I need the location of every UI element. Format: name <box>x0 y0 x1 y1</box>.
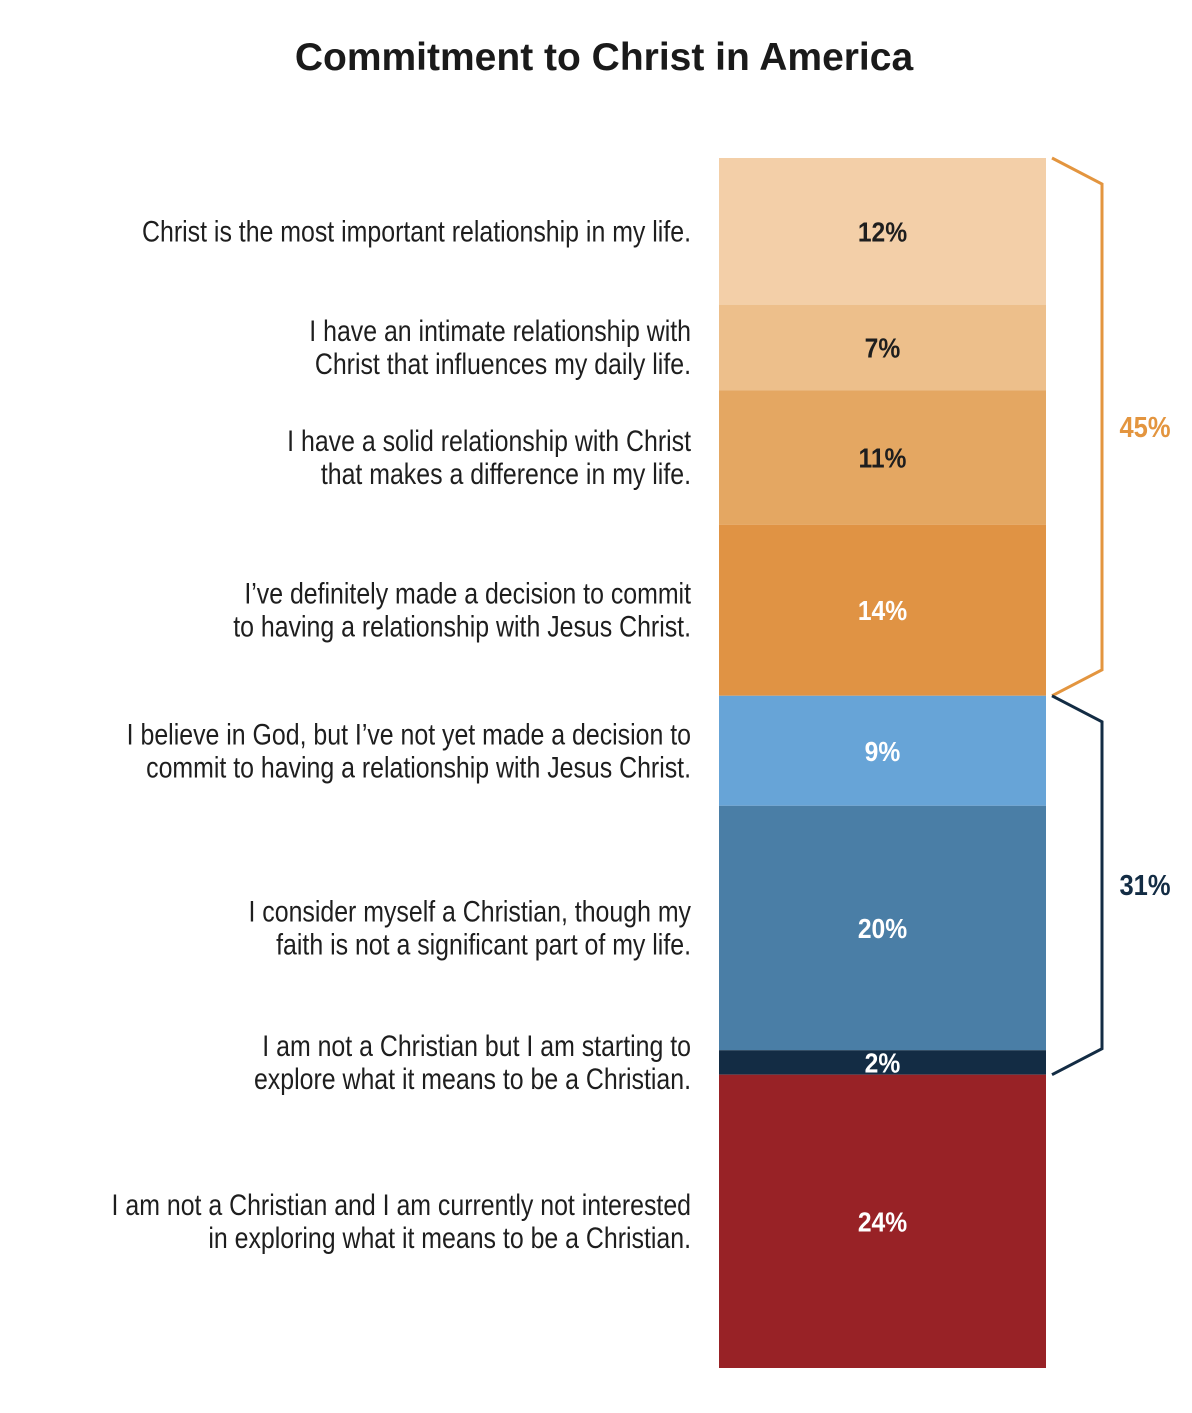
bracket-0 <box>1051 156 1104 698</box>
bar-segment-2 <box>719 390 1046 525</box>
category-label-line: I am not a Christian and I am currently … <box>112 1188 691 1222</box>
category-label-line: I have a solid relationship with Christ <box>287 424 691 458</box>
category-label-line: I believe in God, but I’ve not yet made … <box>127 717 691 751</box>
category-label-line: faith is not a significant part of my li… <box>276 927 691 961</box>
category-label-5: I consider myself a Christian, though my… <box>248 894 691 961</box>
category-label-line: in exploring what it means to be a Chris… <box>208 1221 691 1255</box>
category-label-0: Christ is the most important relationshi… <box>142 214 691 248</box>
category-label-line: commit to having a relationship with Jes… <box>146 750 691 784</box>
bar-segment-0 <box>719 158 1046 305</box>
chart-title: Commitment to Christ in America <box>294 36 914 79</box>
category-label-line: I’ve definitely made a decision to commi… <box>244 577 691 611</box>
category-label-line: I consider myself a Christian, though my <box>248 894 691 928</box>
category-label-6: I am not a Christian but I am starting t… <box>254 1029 691 1096</box>
category-label-line: that makes a difference in my life. <box>321 457 691 491</box>
data-label-3: 14% <box>858 595 907 627</box>
bar-segment-1 <box>719 304 1046 391</box>
data-label-6: 2% <box>865 1047 901 1079</box>
bracket-label-0: 45% <box>1119 410 1170 443</box>
category-label-line: I have an intimate relationship with <box>309 314 691 348</box>
category-label-1: I have an intimate relationship withChri… <box>309 314 691 381</box>
category-label-line: Christ is the most important relationshi… <box>142 214 691 248</box>
data-label-5: 20% <box>858 913 907 945</box>
bar-segment-5 <box>719 805 1046 1051</box>
data-label-1: 7% <box>865 332 901 364</box>
category-label-7: I am not a Christian and I am currently … <box>112 1188 691 1255</box>
data-label-0: 12% <box>858 216 907 248</box>
data-label-4: 9% <box>865 735 901 767</box>
category-label-line: to having a relationship with Jesus Chri… <box>233 610 691 644</box>
category-label-line: Christ that influences my daily life. <box>315 347 691 381</box>
bar-segment-3 <box>719 524 1046 696</box>
category-label-line: explore what it means to be a Christian. <box>254 1062 691 1096</box>
category-label-3: I’ve definitely made a decision to commi… <box>233 577 691 644</box>
category-label-line: I am not a Christian but I am starting t… <box>262 1029 691 1063</box>
data-label-2: 11% <box>859 442 907 474</box>
data-label-7: 24% <box>858 1206 907 1238</box>
bracket-1 <box>1051 694 1104 1077</box>
category-label-4: I believe in God, but I’ve not yet made … <box>127 717 691 784</box>
bracket-label-1: 31% <box>1119 869 1170 902</box>
bar-segment-7 <box>719 1074 1046 1368</box>
bar-segment-6 <box>719 1050 1046 1075</box>
category-label-2: I have a solid relationship with Christt… <box>287 424 691 491</box>
bar-segment-4 <box>719 695 1046 806</box>
